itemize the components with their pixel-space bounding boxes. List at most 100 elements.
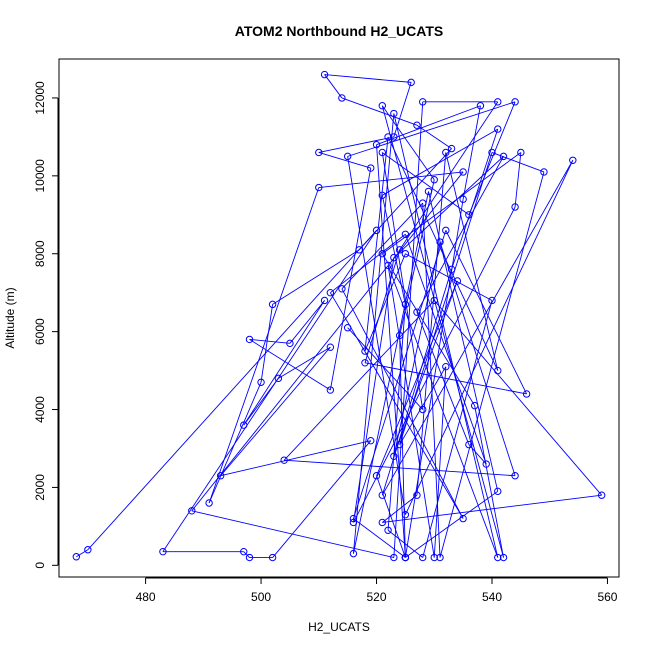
x-tick-label: 540 [482, 590, 502, 604]
series-line-segment [416, 311, 470, 445]
data-point [355, 246, 363, 254]
data-point [384, 133, 392, 141]
series-line-segment [399, 152, 493, 445]
data-point [245, 553, 254, 562]
data-point [419, 553, 427, 562]
data-point [447, 144, 456, 153]
data-point [442, 148, 450, 157]
data-point [499, 553, 508, 562]
series-line-segment [376, 144, 406, 558]
series-line-segment [393, 241, 441, 457]
series-line-segment [381, 269, 453, 496]
series-line-segment [387, 136, 499, 371]
data-point [465, 440, 473, 449]
data-point [494, 98, 502, 106]
data-point [367, 436, 375, 445]
series-line-segment [341, 202, 424, 290]
series-line-segment [329, 292, 464, 519]
data-point [401, 300, 410, 309]
data-point [240, 547, 248, 556]
series-line-segment [474, 405, 504, 558]
series-line-segment [382, 152, 470, 216]
data-point [459, 514, 467, 523]
data-point [326, 288, 335, 297]
series-line-segment [433, 366, 447, 558]
series-line-segment [416, 156, 504, 313]
data-point [372, 226, 381, 235]
series-line-segment [393, 156, 504, 258]
series-line-segment [382, 152, 522, 255]
data-point [326, 343, 335, 351]
series-line-segment [399, 366, 447, 445]
data-point [320, 296, 329, 305]
series-line-segment [382, 494, 418, 523]
data-point [442, 362, 450, 371]
data-point [268, 300, 277, 309]
data-point [349, 518, 358, 527]
y-tick-label: 0 [33, 562, 47, 569]
data-point [424, 187, 433, 196]
data-point [390, 109, 398, 118]
series-line-segment [353, 518, 406, 558]
series-line-segment [382, 494, 602, 523]
data-point [419, 405, 427, 414]
series-line-segment [318, 136, 394, 153]
data-point [511, 203, 519, 211]
series-line-segment [405, 490, 499, 558]
series-line-segment [191, 171, 464, 512]
y-tick-label: 8000 [33, 240, 47, 267]
data-point [395, 246, 404, 254]
series-line-segment [352, 191, 429, 554]
series-line-segment [272, 249, 360, 305]
x-axis-label: H2_UCATS [308, 620, 370, 634]
x-tick-label: 500 [251, 590, 271, 604]
series-line-segment [376, 105, 481, 146]
series-line-segment [220, 440, 371, 477]
data-point [413, 308, 421, 316]
data-point [384, 261, 392, 270]
series-line-segment [324, 74, 412, 83]
data-point [540, 168, 548, 176]
data-point [511, 472, 519, 480]
series-line-segment [87, 230, 377, 551]
series-line-segment [433, 300, 603, 496]
series-line-segment [381, 152, 424, 410]
data-point [430, 296, 438, 305]
series-line-segment [243, 378, 279, 426]
data-point [315, 183, 323, 192]
y-tick-label: 12000 [33, 81, 47, 115]
y-tick-label: 4000 [33, 396, 47, 423]
data-point [407, 78, 415, 87]
series-line-segment [364, 136, 389, 352]
series-line-segment [347, 156, 406, 515]
data-point [597, 491, 606, 499]
series-line-segment [352, 113, 395, 554]
series-line-segment [278, 346, 331, 379]
series-line-segment [283, 300, 435, 461]
data-point [447, 265, 456, 274]
series-line-segment [318, 152, 371, 169]
series-line-segment [422, 300, 493, 558]
data-point [378, 491, 386, 499]
data-point [367, 164, 375, 172]
data-point [361, 347, 369, 355]
series-line-segment [284, 459, 516, 477]
series-line-segment [393, 113, 499, 558]
data-point [430, 553, 438, 562]
series-line-segment [393, 280, 458, 457]
series-line-segment [387, 529, 423, 558]
series-line-segment [272, 440, 372, 558]
data-point [401, 553, 410, 562]
series-line-segment [439, 171, 545, 558]
data-point [159, 547, 167, 556]
data-point [338, 94, 346, 102]
series-line-segment [382, 128, 498, 196]
series-line-segment [422, 203, 441, 558]
series-line-segment [439, 241, 516, 476]
data-point [390, 253, 398, 262]
series-line-segment [462, 105, 481, 200]
x-tick-label: 560 [597, 590, 617, 604]
data-point [413, 121, 421, 129]
data-point [349, 514, 358, 523]
data-point [268, 553, 277, 562]
